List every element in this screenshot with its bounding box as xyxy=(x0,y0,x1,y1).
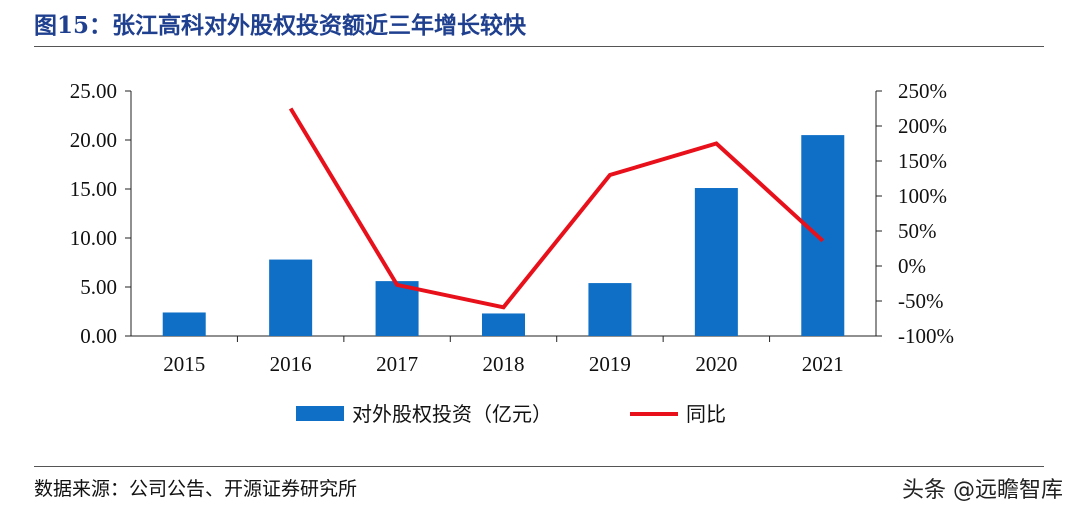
right-tick-label: 200% xyxy=(898,114,947,138)
bar-2021 xyxy=(801,135,845,336)
left-tick-label: 15.00 xyxy=(70,177,117,201)
right-tick-label: 0% xyxy=(898,254,926,278)
x-tick-label: 2015 xyxy=(163,352,205,376)
bar-series xyxy=(162,135,845,336)
watermark: 头条 @远瞻智库 xyxy=(902,478,1063,503)
right-tick-label: 150% xyxy=(898,149,947,173)
legend: 对外股权投资（亿元） 同比 xyxy=(296,402,726,426)
x-tick-label: 2020 xyxy=(695,352,737,376)
legend-label-bar: 对外股权投资（亿元） xyxy=(352,402,552,426)
left-tick-label: 10.00 xyxy=(70,226,117,250)
bar-2016 xyxy=(269,259,313,336)
x-tick-label: 2016 xyxy=(270,352,312,376)
bar-2015 xyxy=(162,312,206,336)
left-tick-label: 25.00 xyxy=(70,79,117,103)
x-tick-label: 2019 xyxy=(589,352,631,376)
left-tick-label: 5.00 xyxy=(80,275,117,299)
right-tick-label: 250% xyxy=(898,79,947,103)
title-divider xyxy=(34,46,1044,47)
tick-labels: 0.00 5.00 10.00 15.00 20.00 25.00 -100% -50% 0% 5… xyxy=(70,79,954,376)
bar-2017 xyxy=(375,281,419,336)
x-tick-label: 2017 xyxy=(376,352,418,376)
footer-divider xyxy=(34,466,1044,467)
source-note: 数据来源：公司公告、开源证券研究所 xyxy=(34,478,358,500)
right-tick-label: -100% xyxy=(898,324,954,348)
right-tick-label: -50% xyxy=(898,289,944,313)
yoy-line xyxy=(288,107,825,310)
left-tick-label: 20.00 xyxy=(70,128,117,152)
left-tick-label: 0.00 xyxy=(80,324,117,348)
bar-2019 xyxy=(588,283,632,336)
legend-label-line: 同比 xyxy=(686,402,726,426)
x-tick-label: 2018 xyxy=(483,352,525,376)
line-series xyxy=(288,107,825,310)
figure-title: 图15：张江高科对外股权投资额近三年增长较快 xyxy=(34,12,527,39)
bar-2018 xyxy=(482,313,525,336)
x-tick-label: 2021 xyxy=(802,352,844,376)
bar-2020 xyxy=(694,188,738,336)
right-tick-label: 50% xyxy=(898,219,937,243)
right-tick-label: 100% xyxy=(898,184,947,208)
legend-swatch-bar xyxy=(296,406,344,421)
